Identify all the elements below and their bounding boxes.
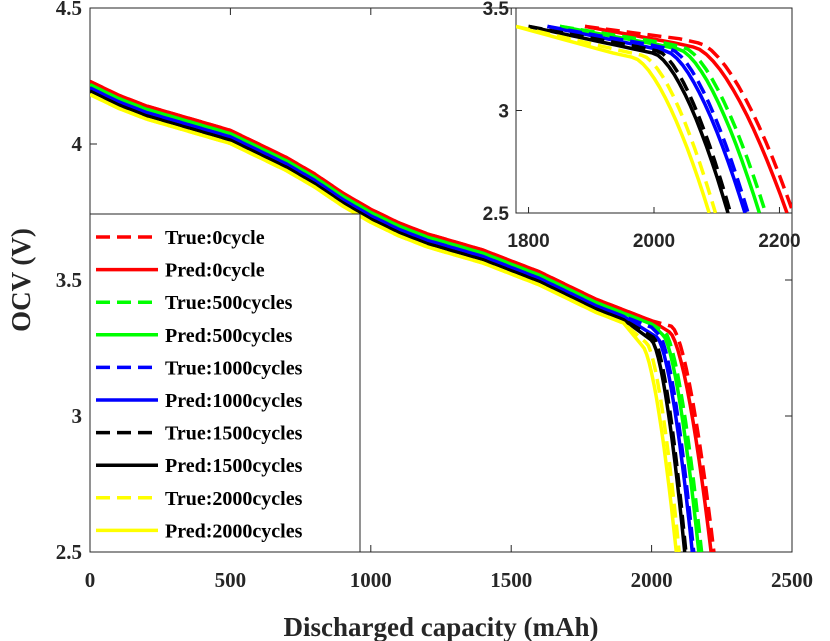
legend-label: Pred:2000cycles [165,520,303,542]
legend-label: True:2000cycles [165,488,303,510]
legend-label: True:1500cycles [165,423,303,445]
y-tick-label: 4 [72,132,83,156]
x-tick-label: 1000 [350,568,392,592]
x-tick-label: 2500 [771,568,813,592]
y-tick-label: 2.5 [56,540,82,564]
x-tick-label: 2000 [631,568,673,592]
inset-series-line [584,24,789,213]
legend-label: Pred:1000cycles [165,390,303,412]
series-line-pred-500cycles [90,83,701,552]
main-ticks: 0 500 1000 1500 2000 2500 2.5 3 3.5 4 4.5 [56,0,813,592]
x-tick-label: 0 [85,568,96,592]
inset-series-line [559,24,768,213]
legend-label: Pred:1500cycles [165,455,303,477]
y-tick-label: 3.5 [56,268,82,292]
series-line-pred-1500cycles [90,89,687,552]
main-curves [90,79,716,552]
inset-curves [516,24,792,213]
x-axis-title: Discharged capacity (mAh) [284,612,599,641]
inset-x-tick-label: 2200 [758,231,800,252]
series-line-pred-2000cycles [90,92,679,552]
y-tick-label: 4.5 [56,0,82,20]
inset-x-tick-label: 2000 [633,231,675,252]
inset-series-line [547,24,750,213]
y-tick-label: 3 [72,404,83,428]
legend-label: Pred:500cycles [165,325,293,347]
inset-series-line [528,24,730,213]
legend-label: True:1000cycles [165,357,303,379]
legend: True:0cycle Pred:0cycle True:500cycles Pred… [89,213,361,553]
inset-series-line [516,24,711,213]
inset-plot: 1800 2000 2200 2.5 3 3.5 [483,0,801,252]
series-line-pred-1000cycles [90,86,695,552]
legend-label: True:0cycle [165,227,265,249]
legend-label: Pred:0cycle [165,260,265,282]
y-axis-title: OCV (V) [6,228,36,332]
inset-x-tick-label: 1800 [507,231,549,252]
x-tick-label: 1500 [490,568,532,592]
x-tick-label: 500 [215,568,247,592]
inset-y-tick-label: 2.5 [483,204,510,225]
inset-ticks: 1800 2000 2200 2.5 3 3.5 [483,0,801,252]
series-line-pred-0cycle [90,79,713,552]
inset-y-tick-label: 3 [498,102,509,123]
legend-items: True:0cycle Pred:0cycle True:500cycles Pred… [96,227,303,542]
inset-series-line [547,24,747,213]
legend-label: True:500cycles [165,292,293,314]
inset-series-line [516,24,718,213]
inset-series-line [584,24,792,213]
inset-y-tick-label: 3.5 [483,0,510,20]
